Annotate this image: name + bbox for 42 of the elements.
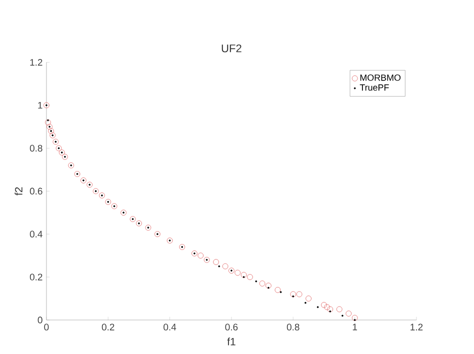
point bbox=[240, 272, 247, 278]
y-tick-label: 0.6 bbox=[30, 188, 42, 194]
point bbox=[247, 274, 253, 280]
point bbox=[324, 304, 330, 310]
point bbox=[306, 295, 312, 302]
legend-label: TruePF bbox=[360, 84, 389, 90]
x-tick-label: 1 bbox=[352, 323, 357, 330]
x-tick-label: 0.2 bbox=[102, 323, 114, 330]
point bbox=[346, 310, 352, 316]
point bbox=[352, 314, 358, 321]
y-tick-label: 0 bbox=[38, 316, 42, 324]
point bbox=[145, 224, 152, 230]
x-tick-label: 1.2 bbox=[410, 323, 423, 330]
point bbox=[222, 263, 228, 270]
legend-label: MORBMO bbox=[360, 74, 401, 81]
y-axis-title: f2 bbox=[14, 187, 22, 196]
point bbox=[321, 302, 327, 308]
x-tick-label: 0.8 bbox=[286, 323, 300, 330]
point bbox=[234, 270, 241, 276]
x-tick-label: 0.4 bbox=[164, 323, 176, 330]
y-tick-label: 1.2 bbox=[30, 58, 42, 66]
y-tick-label: 1 bbox=[38, 102, 42, 108]
x-axis-title: f1 bbox=[227, 337, 236, 346]
point bbox=[290, 291, 296, 297]
point bbox=[213, 258, 219, 265]
point bbox=[327, 306, 334, 312]
point bbox=[48, 128, 54, 134]
point bbox=[296, 291, 302, 297]
point bbox=[43, 102, 50, 108]
point bbox=[274, 286, 281, 293]
x-tick-label: 0.6 bbox=[225, 323, 238, 330]
point bbox=[336, 306, 342, 312]
y-tick-label: 0.2 bbox=[30, 273, 42, 280]
point bbox=[198, 252, 204, 258]
point bbox=[266, 282, 272, 288]
x-tick-label: 0 bbox=[44, 323, 49, 330]
y-tick-label: 0.4 bbox=[30, 230, 42, 238]
point bbox=[259, 280, 266, 286]
point bbox=[45, 119, 51, 126]
chart-title: UF2 bbox=[222, 44, 242, 52]
point bbox=[62, 154, 68, 160]
y-tick-label: 0.8 bbox=[30, 144, 42, 152]
